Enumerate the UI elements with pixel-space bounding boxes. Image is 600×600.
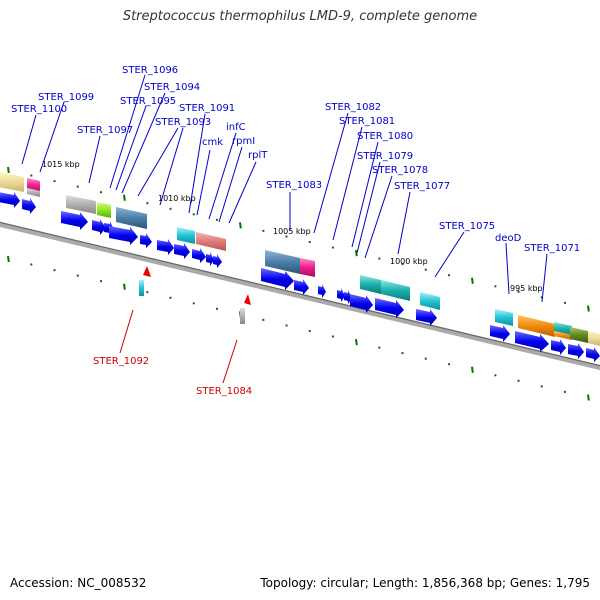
gene-label[interactable]: STER_1091 (179, 103, 235, 114)
gene-label[interactable]: STER_1080 (357, 131, 413, 142)
leader-lines (21, 74, 548, 303)
leader-lines-reverse (119, 309, 238, 384)
gene-cluster-2[interactable] (61, 195, 152, 248)
scale-label-1015: 1015 kbp (42, 160, 80, 169)
major-tick (7, 255, 10, 263)
gene-label[interactable]: STER_1094 (144, 82, 200, 93)
gene-label[interactable]: STER_1075 (439, 221, 495, 232)
gene-label[interactable]: rpmI (232, 136, 255, 147)
gene-cluster-3[interactable] (157, 227, 226, 268)
gene-label[interactable]: STER_1097 (77, 125, 133, 136)
backbone (0, 221, 600, 371)
scale-label-995: 995 kbp (510, 284, 543, 293)
accession-text: Accession: NC_008532 (10, 576, 147, 590)
gene-label[interactable]: STER_1093 (155, 117, 211, 128)
major-tick (587, 394, 590, 401)
major-tick (355, 249, 358, 257)
scale-label-1000: 1000 kbp (390, 257, 428, 266)
reverse-gene-labels: STER_1092 STER_1084 (93, 356, 252, 397)
gene-label[interactable]: STER_1099 (38, 92, 94, 103)
scale-labels: 1015 kbp 1010 kbp 1005 kbp 1000 kbp 995 … (42, 160, 543, 293)
topology-text: Topology: circular; Length: 1,856,368 bp… (260, 576, 590, 590)
gene-label[interactable]: STER_1078 (372, 165, 428, 176)
gene-label[interactable]: STER_1082 (325, 102, 381, 113)
scale-label-1005: 1005 kbp (273, 227, 311, 236)
gene-label[interactable]: STER_1071 (524, 243, 580, 254)
gene-label[interactable]: STER_1100 (11, 104, 67, 115)
gene-label[interactable]: cmk (202, 137, 223, 148)
gene-label[interactable]: deoD (495, 233, 522, 244)
scale-label-1010: 1010 kbp (158, 194, 196, 203)
gene-label[interactable]: rplT (248, 150, 268, 161)
major-tick (471, 277, 474, 284)
major-tick (239, 222, 242, 229)
major-tick (471, 366, 474, 373)
gene-label-reverse[interactable]: STER_1084 (196, 386, 252, 397)
tick-marks-lower (7, 255, 590, 401)
gene-label[interactable]: STER_1079 (357, 151, 413, 162)
gene-cluster-6[interactable] (490, 309, 600, 362)
reverse-gene-1084[interactable] (240, 294, 251, 324)
gene-label[interactable]: STER_1096 (122, 65, 178, 76)
gene-cluster-1[interactable] (0, 172, 40, 214)
gene-label-reverse[interactable]: STER_1092 (93, 356, 149, 367)
forward-gene-labels: STER_1100 STER_1099 STER_1097 STER_1096 … (11, 65, 580, 254)
major-tick (587, 305, 590, 312)
tick-marks-upper (7, 166, 590, 312)
major-tick (355, 338, 358, 346)
gene-label[interactable]: STER_1077 (394, 181, 450, 192)
gene-label[interactable]: infC (226, 122, 246, 133)
gene-cluster-4[interactable] (261, 250, 352, 304)
gene-label[interactable]: STER_1095 (120, 96, 176, 107)
gene-cluster-5[interactable] (350, 275, 440, 326)
major-tick (123, 283, 126, 290)
gene-label[interactable]: STER_1083 (266, 180, 322, 191)
reverse-gene-1092[interactable] (139, 266, 151, 296)
major-tick (7, 166, 10, 174)
major-tick (123, 194, 126, 201)
map-title: Streptococcus thermophilus LMD-9, comple… (122, 9, 478, 24)
gene-label[interactable]: STER_1081 (339, 116, 395, 127)
